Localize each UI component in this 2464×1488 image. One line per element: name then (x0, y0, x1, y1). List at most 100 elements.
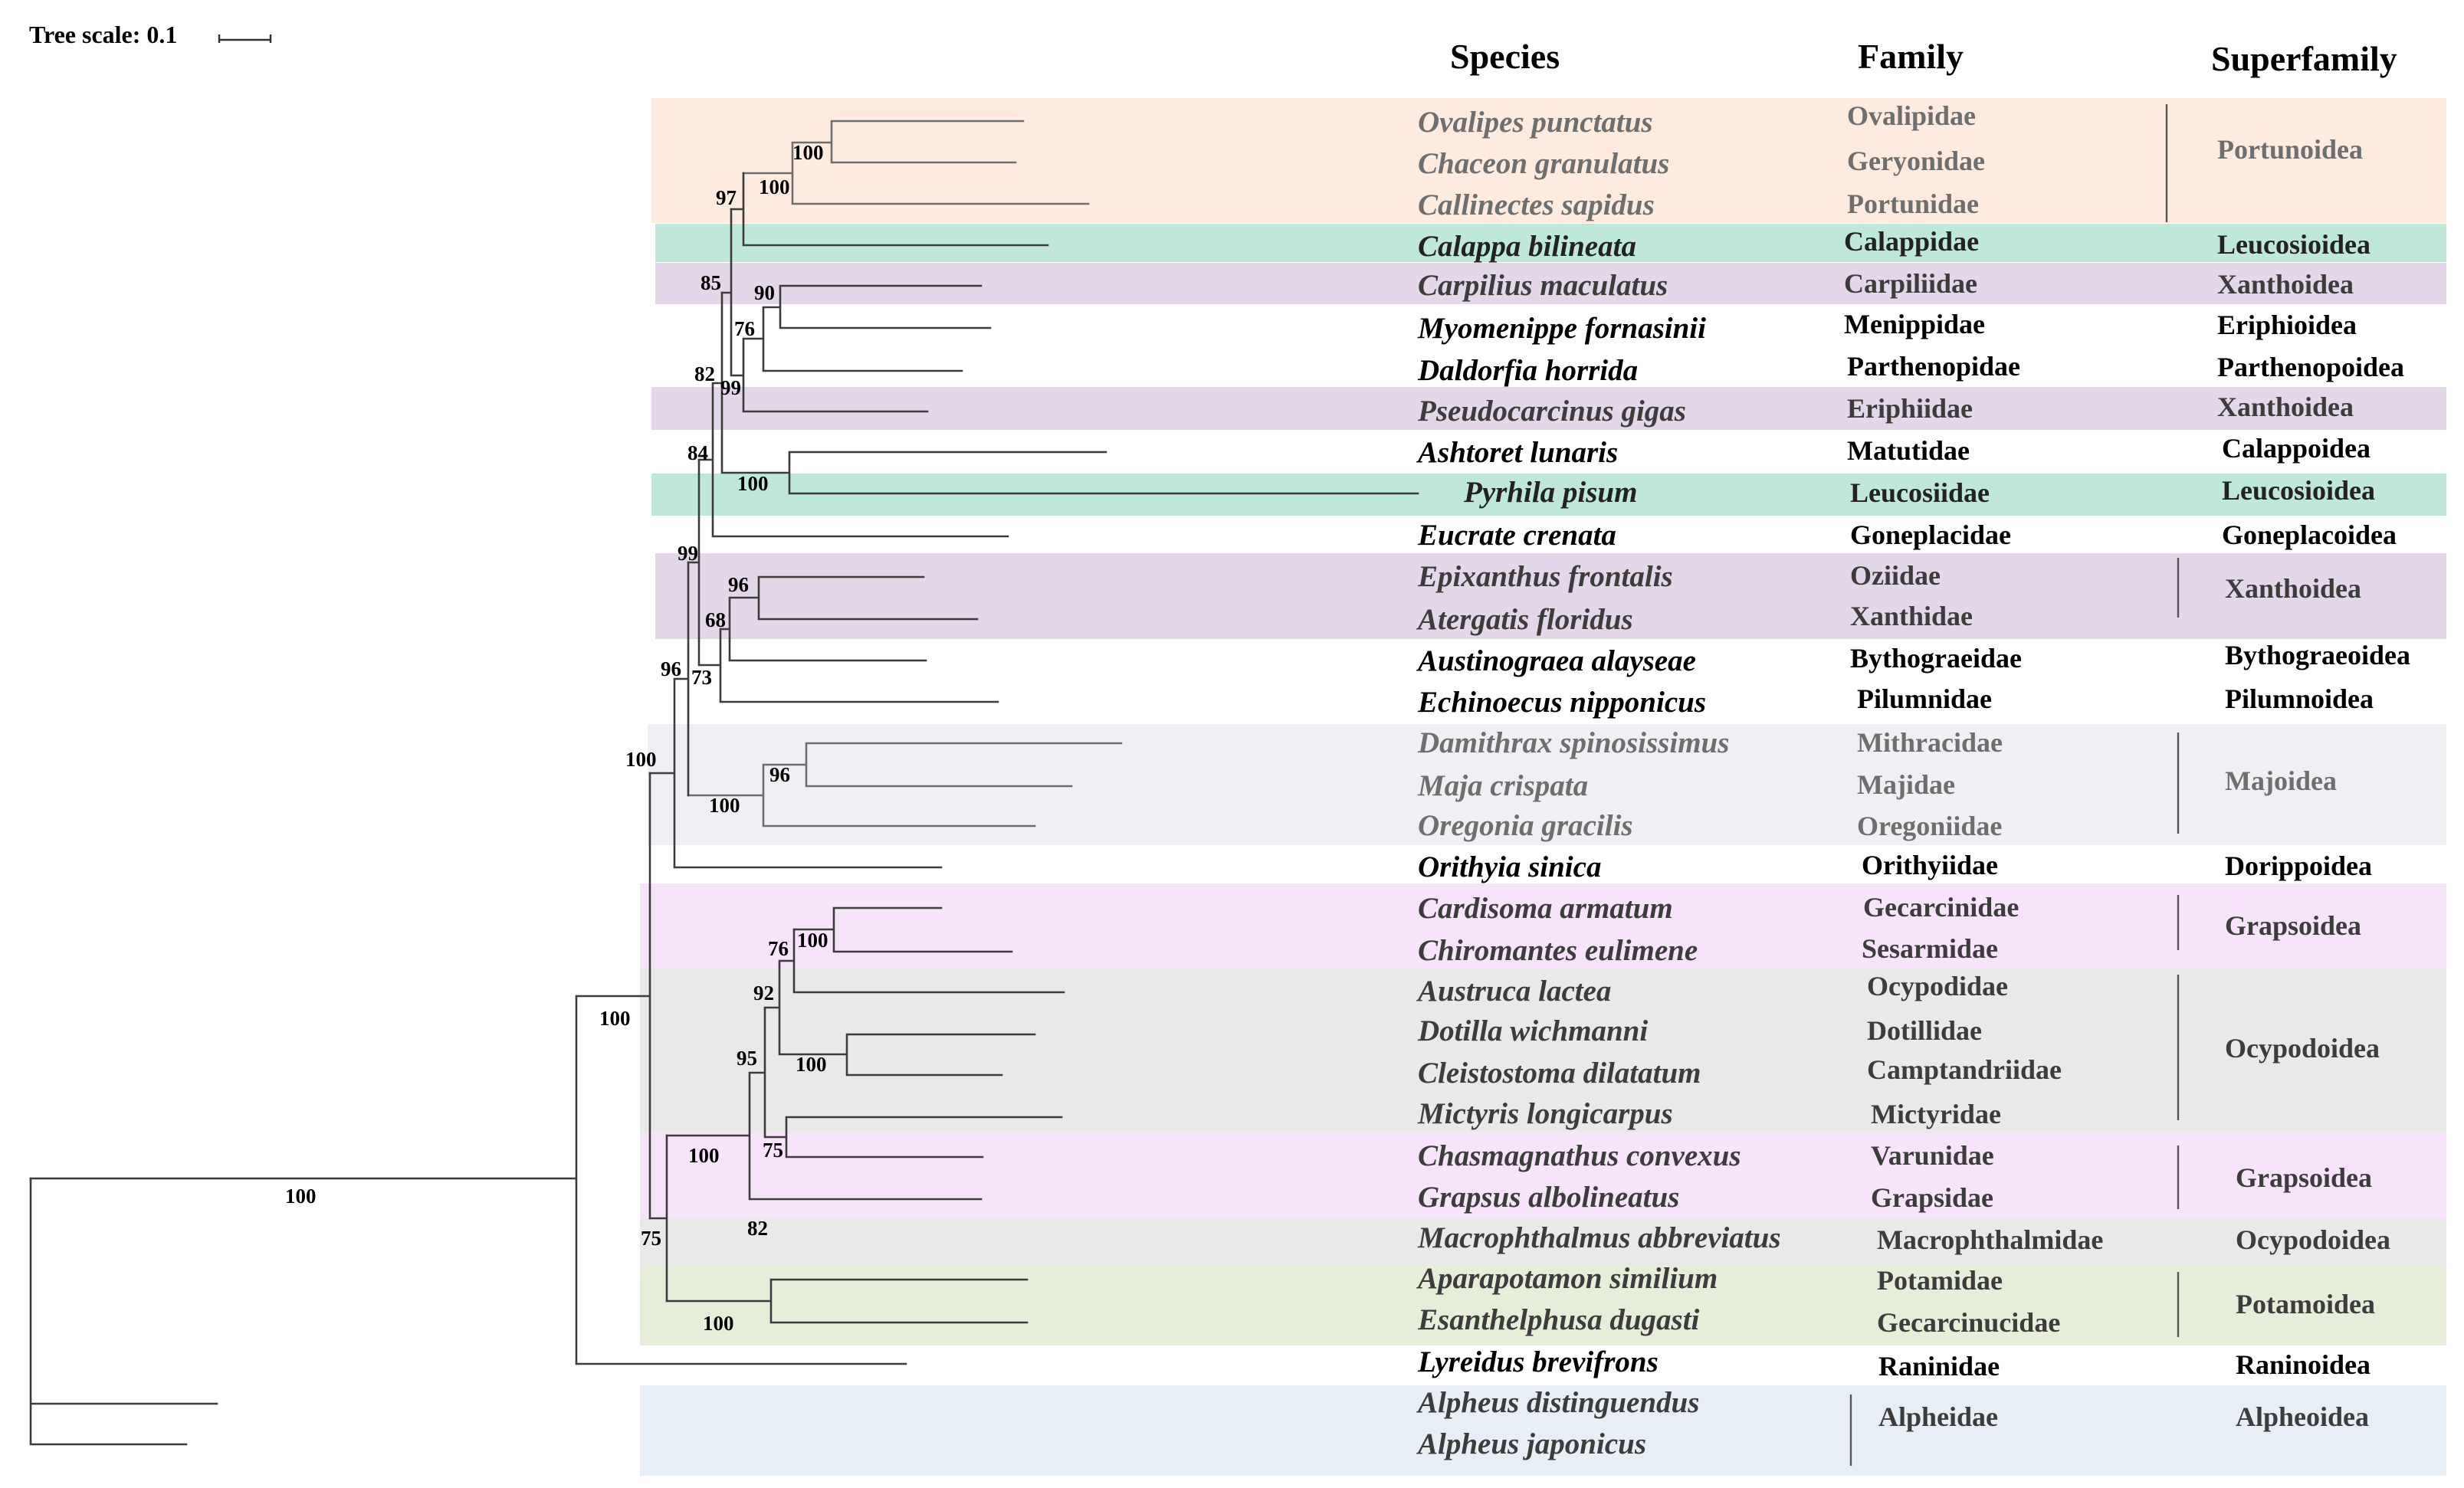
bootstrap-value: 76 (768, 937, 789, 960)
superfamily-label: Ocypodoidea (2236, 1224, 2390, 1255)
branch (29, 1177, 218, 1446)
superfamily-label: Pilumnoidea (2225, 683, 2374, 714)
species-label: Chiromantes eulimene (1418, 934, 1698, 967)
species-label: Cleistostoma dilatatum (1418, 1057, 1701, 1090)
branch (730, 172, 1049, 247)
superfamily-label: Bythograeoidea (2225, 640, 2410, 670)
bootstrap-value: 99 (720, 376, 741, 399)
species-label: Myomenippe fornasinii (1417, 312, 1706, 345)
superfamily-label: Parthenopoidea (2217, 352, 2404, 382)
species-labels: Ovalipes punctatus Chaceon granulatus Ca… (1416, 106, 1781, 1460)
species-label: Carpilius maculatus (1418, 269, 1668, 302)
clade-background-bands (640, 98, 2446, 1476)
species-label: Esanthelphusa dugasti (1417, 1303, 1700, 1336)
band-portunoidea (651, 98, 2446, 223)
family-label: Alpheidae (1878, 1401, 1998, 1432)
band-grapsoidea-2 (640, 1132, 2446, 1218)
species-label: Oregonia gracilis (1418, 809, 1633, 842)
bootstrap-value: 73 (691, 666, 712, 689)
band-xanthoidea (655, 553, 2446, 639)
column-headers: Species Family Superfamily (1450, 37, 2397, 78)
branch (697, 291, 1419, 538)
family-labels: Ovalipidae Geryonidae Portunidae Calappi… (1844, 100, 2103, 1432)
bootstrap-value: 96 (661, 657, 681, 680)
species-label: Callinectes sapidus (1418, 188, 1655, 221)
bootstrap-value: 96 (728, 573, 749, 596)
superfamily-label: Leucosioidea (2217, 229, 2370, 260)
superfamily-label: Eriphioidea (2217, 310, 2357, 340)
family-label: Xanthidae (1850, 601, 1973, 631)
bootstrap-value: 100 (703, 1312, 734, 1335)
family-label: Eriphiidae (1847, 393, 1973, 424)
family-label: Potamidae (1877, 1265, 2003, 1296)
bootstrap-value: 100 (285, 1185, 317, 1208)
band-macrophthalmus (640, 1218, 2446, 1266)
species-label: Alpheus distinguendus (1416, 1386, 1699, 1419)
family-label: Raninidae (1878, 1351, 2000, 1381)
superfamily-label: Dorippoidea (2225, 851, 2372, 881)
species-label: Alpheus japonicus (1416, 1427, 1646, 1460)
superfamily-label: Grapsoidea (2225, 910, 2361, 941)
bootstrap-value: 97 (716, 186, 737, 209)
family-label: Camptandriidae (1867, 1054, 2062, 1085)
family-label: Dotillidae (1867, 1015, 1982, 1046)
family-label: Oziidae (1850, 560, 1941, 591)
bootstrap-value: 75 (763, 1139, 783, 1162)
bootstrap-value: 100 (709, 794, 740, 817)
bootstrap-value: 100 (599, 1007, 631, 1030)
species-label: Pseudocarcinus gigas (1417, 395, 1686, 428)
species-label: Eucrate crenata (1417, 519, 1616, 552)
branch (687, 742, 1123, 828)
species-label: Atergatis floridus (1416, 603, 1633, 636)
superfamily-label: Ocypodoidea (2225, 1033, 2380, 1064)
species-label: Lyreidus brevifrons (1417, 1345, 1659, 1378)
species-label: Pyrhila pisum (1463, 476, 1637, 509)
superfamily-label: Xanthoidea (2217, 269, 2354, 300)
species-label: Chasmagnathus convexus (1418, 1139, 1741, 1172)
superfamily-label: Xanthoidea (2225, 573, 2361, 604)
bootstrap-value: 95 (737, 1047, 757, 1070)
family-label: Calappidae (1844, 226, 1979, 257)
species-label: Epixanthus frontalis (1417, 560, 1673, 593)
branch (720, 208, 992, 413)
bootstrap-value: 84 (687, 441, 708, 464)
band-majoidea (648, 724, 2446, 845)
family-label: Bythograeidae (1850, 643, 2022, 674)
superfamily-label: Xanthoidea (2217, 392, 2354, 422)
branch (665, 906, 1065, 1201)
bootstrap-value: 100 (688, 1144, 720, 1167)
tree-scale: Tree scale: 0.1 (29, 21, 272, 48)
bootstrap-value: 85 (700, 271, 721, 294)
family-label: Orithyiidae (1862, 850, 1998, 880)
species-label: Maja crispata (1417, 769, 1588, 802)
tree-scale-label: Tree scale: 0.1 (29, 21, 177, 48)
family-label: Mithracidae (1857, 727, 2003, 758)
species-label: Macrophthalmus abbreviatus (1417, 1221, 1781, 1254)
species-label: Calappa bilineata (1418, 230, 1636, 263)
species-label: Damithrax spinosissimus (1417, 726, 1729, 759)
family-label: Goneplacidae (1850, 519, 2011, 550)
bootstrap-value: 82 (694, 362, 715, 385)
superfamily-label: Grapsoidea (2236, 1162, 2372, 1193)
family-label: Menippidae (1844, 309, 1985, 339)
family-label: Carpiliidae (1844, 268, 1977, 299)
band-alpheoidea (640, 1385, 2446, 1476)
family-label: Gecarcinidae (1863, 892, 2019, 923)
family-label: Oregoniidae (1857, 811, 2002, 841)
bootstrap-value: 100 (796, 1053, 827, 1076)
family-label: Grapsidae (1871, 1182, 1993, 1213)
bootstrap-value: 76 (734, 317, 755, 340)
band-pseudocarcinus (651, 387, 2446, 430)
species-label: Austruca lactea (1416, 975, 1611, 1008)
superfamily-label: Alpheoidea (2236, 1401, 2369, 1432)
bootstrap-value: 100 (797, 929, 828, 952)
header-superfamily: Superfamily (2211, 39, 2397, 78)
species-label: Cardisoma armatum (1418, 892, 1673, 925)
species-label: Aparapotamon similium (1416, 1262, 1718, 1295)
species-label: Ashtoret lunaris (1416, 436, 1618, 469)
bootstrap-value: 100 (737, 472, 769, 495)
species-label: Orithyia sinica (1418, 851, 1601, 883)
bootstrap-value: 100 (759, 175, 790, 198)
